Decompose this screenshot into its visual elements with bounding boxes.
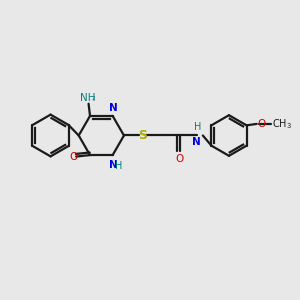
Text: N: N: [192, 137, 201, 147]
Text: S: S: [138, 129, 147, 142]
Text: O: O: [176, 154, 184, 164]
Text: H: H: [115, 161, 123, 172]
Text: N: N: [110, 160, 118, 170]
Text: H: H: [194, 122, 201, 132]
Text: O: O: [69, 152, 78, 161]
Text: $_2$: $_2$: [91, 94, 96, 103]
Text: NH: NH: [80, 93, 96, 103]
Text: O: O: [258, 119, 266, 129]
Text: N: N: [110, 103, 118, 113]
Text: CH$_3$: CH$_3$: [272, 117, 292, 131]
